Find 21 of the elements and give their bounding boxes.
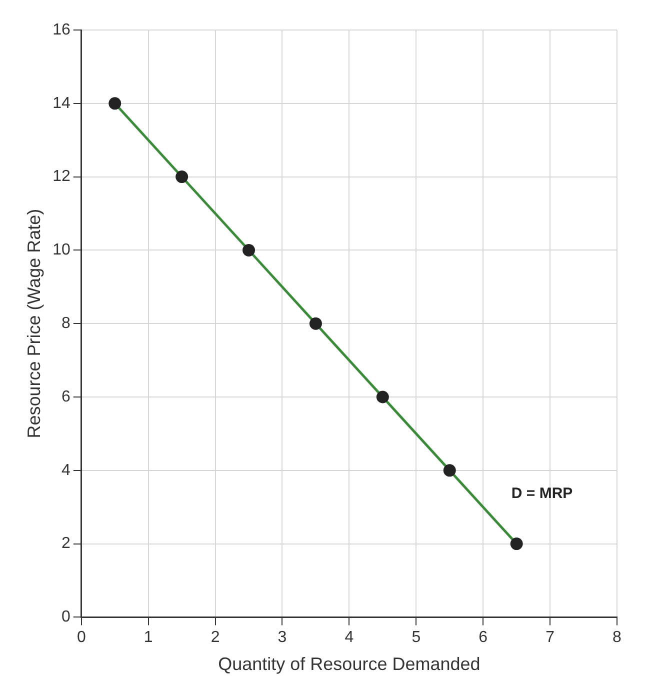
x-tick-label: 2 bbox=[210, 629, 220, 646]
y-axis-title: Resource Price (Wage Rate) bbox=[24, 208, 44, 438]
y-tick-label: 4 bbox=[61, 462, 70, 479]
annotation: D = MRP bbox=[511, 485, 573, 502]
y-tick-label: 8 bbox=[61, 315, 70, 332]
x-axis-title: Quantity of Resource Demanded bbox=[218, 654, 480, 674]
y-tick-label: 10 bbox=[52, 242, 70, 259]
x-tick-label: 1 bbox=[144, 629, 153, 646]
y-tick-label: 6 bbox=[61, 388, 70, 406]
x-tick-label: 7 bbox=[546, 629, 555, 646]
y-tick-label: 16 bbox=[52, 21, 70, 38]
y-tick-label: 12 bbox=[52, 168, 70, 186]
x-tick-label: 4 bbox=[344, 629, 354, 646]
x-tick-label: 6 bbox=[478, 629, 488, 646]
x-tick-label: 3 bbox=[278, 629, 287, 646]
x-tick-label: 0 bbox=[76, 629, 86, 646]
y-tick-label: 14 bbox=[52, 94, 70, 112]
y-tick-label: 0 bbox=[61, 608, 70, 626]
y-tick-label: 2 bbox=[61, 535, 70, 552]
x-tick-label: 5 bbox=[412, 629, 421, 646]
x-tick-label: 8 bbox=[612, 629, 622, 646]
